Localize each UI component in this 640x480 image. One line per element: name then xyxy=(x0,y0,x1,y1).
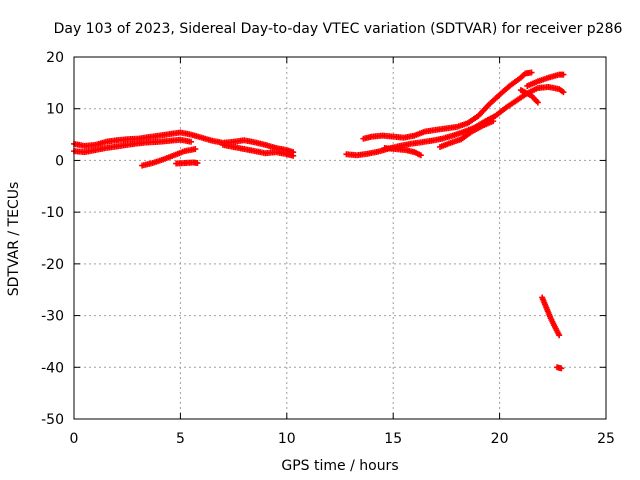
series-arc-5 xyxy=(173,159,201,167)
series-arc-4 xyxy=(139,146,199,169)
x-tick-label: 5 xyxy=(176,431,185,447)
plot-frame xyxy=(73,56,607,420)
data-point xyxy=(417,152,424,159)
y-tick-label: -30 xyxy=(41,309,64,325)
data-point xyxy=(188,138,195,145)
y-tick-label: 20 xyxy=(46,50,64,66)
series-arc-9 xyxy=(437,118,497,150)
x-axis-label: GPS time / hours xyxy=(281,458,398,474)
chart-title: Day 103 of 2023, Sidereal Day-to-day VTE… xyxy=(54,21,623,37)
x-tick-label: 10 xyxy=(278,431,296,447)
series-arc-2 xyxy=(71,136,195,156)
y-tick-label: 10 xyxy=(46,102,64,118)
data-point xyxy=(558,365,565,372)
data-point xyxy=(192,146,199,153)
grid-lines xyxy=(74,57,606,419)
data-point xyxy=(290,152,297,159)
data-points xyxy=(71,69,567,372)
data-point xyxy=(534,99,541,106)
data-point xyxy=(194,160,201,167)
data-point xyxy=(490,118,497,125)
data-point xyxy=(528,69,535,76)
series-arc-10 xyxy=(524,71,567,89)
series-arc-12 xyxy=(539,294,563,339)
y-tick-label: 0 xyxy=(55,153,64,169)
data-point xyxy=(556,332,563,339)
y-tick-label: -10 xyxy=(41,205,64,221)
data-point xyxy=(560,89,567,96)
x-tick-label: 25 xyxy=(597,431,615,447)
x-tick-label: 20 xyxy=(491,431,509,447)
y-tick-label: -20 xyxy=(41,257,64,273)
series-arc-7 xyxy=(360,69,535,142)
y-axis-label: SDTVAR / TECUs xyxy=(6,182,22,297)
series-arc-13 xyxy=(554,364,565,372)
y-tick-label: -40 xyxy=(41,360,64,376)
data-point xyxy=(560,71,567,78)
x-tick-label: 0 xyxy=(70,431,79,447)
series-arc-11 xyxy=(517,87,541,106)
series-arc-3 xyxy=(219,141,297,159)
axis-ticks: 0 5 10 15 20 25 20 10 0 -10 -20 -30 -40 -50 xyxy=(41,50,615,447)
series-arc-8 xyxy=(381,145,424,159)
x-tick-label: 15 xyxy=(384,431,402,447)
y-tick-label: -50 xyxy=(41,412,64,428)
